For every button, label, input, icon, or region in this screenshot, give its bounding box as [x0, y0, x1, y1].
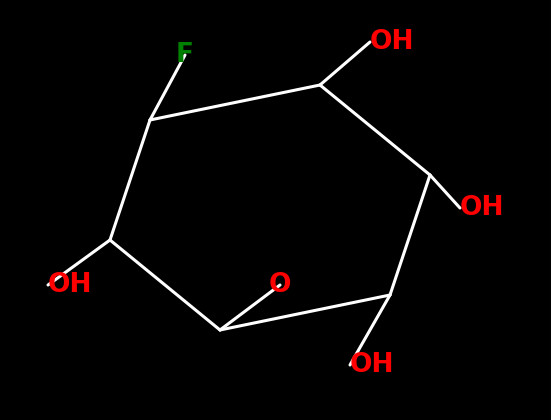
Text: OH: OH — [48, 272, 93, 298]
Text: F: F — [176, 42, 194, 68]
Text: OH: OH — [370, 29, 414, 55]
Text: OH: OH — [350, 352, 395, 378]
Text: O: O — [269, 272, 291, 298]
Text: OH: OH — [460, 195, 505, 221]
